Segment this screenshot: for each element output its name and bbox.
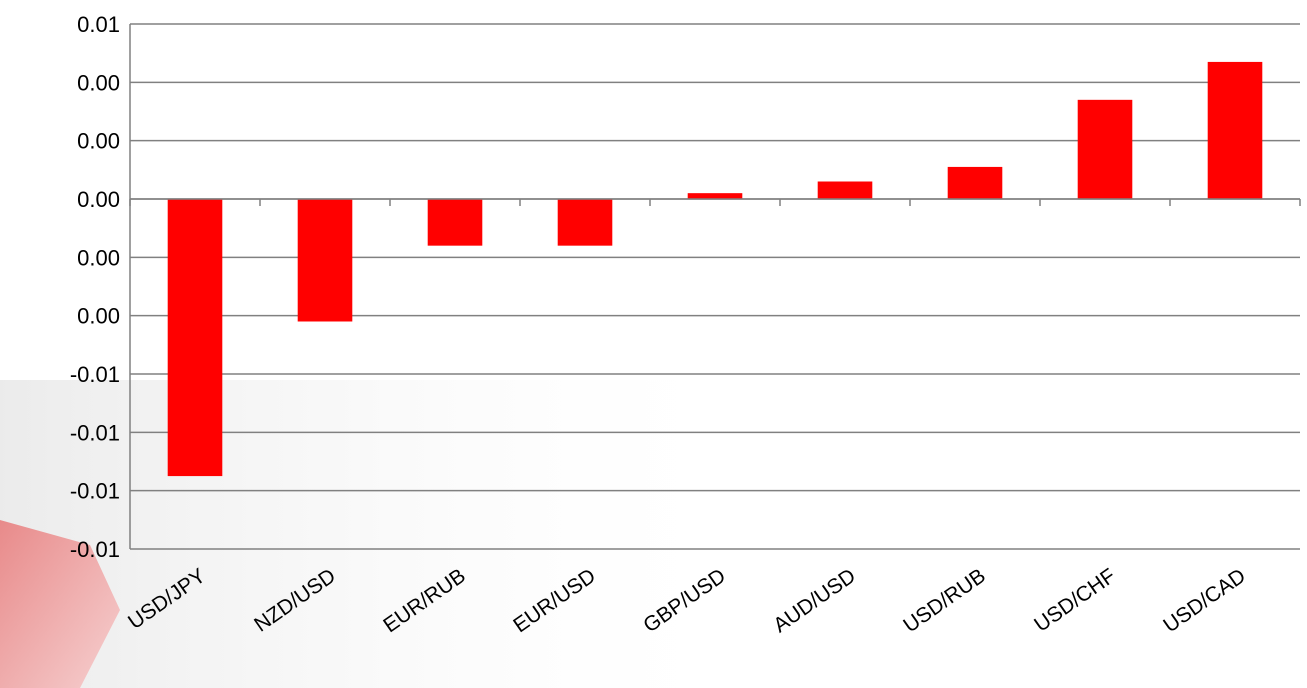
y-tick-label: 0.00 [77,245,120,270]
bar [947,166,1003,199]
background-fade [0,380,760,688]
y-tick-label: -0.01 [70,479,120,504]
y-tick-label: 0.00 [77,187,120,212]
x-tick-label: EUR/RUB [379,564,470,637]
bar [297,199,353,322]
bars [167,61,1263,477]
bar [427,199,483,246]
x-tick-label: GBP/USD [639,564,730,637]
x-tick-label: USD/CAD [1159,564,1250,637]
y-tick-label: 0.00 [77,304,120,329]
y-tick-labels: -0.01 -0.01 -0.01 -0.01 0.00 0.00 0.00 0.00 0.00… [70,12,120,562]
axes [129,24,1301,549]
x-tick-label: EUR/USD [509,564,600,637]
x-tick-label: USD/JPY [124,564,210,634]
bar [167,199,223,477]
x-tick-label: USD/RUB [899,564,990,637]
bar [817,181,873,199]
bar [1077,99,1133,199]
y-tick-label: 0.00 [77,70,120,95]
y-tick-label: -0.01 [70,420,120,445]
bar [557,199,613,246]
bar [687,193,743,199]
x-tick-label: AUD/USD [769,564,860,637]
y-tick-label: 0.00 [77,129,120,154]
x-tick-label: USD/CHF [1030,564,1120,636]
x-tick-labels: USD/JPY NZD/USD EUR/RUB EUR/USD GBP/USD AUD/U… [124,564,1250,637]
y-tick-label: 0.01 [77,12,120,37]
y-tick-label: -0.01 [70,362,120,387]
y-tick-label: -0.01 [70,537,120,562]
x-tick-label: NZD/USD [250,564,340,636]
background-red-shape [0,520,120,688]
bar [1207,61,1263,199]
